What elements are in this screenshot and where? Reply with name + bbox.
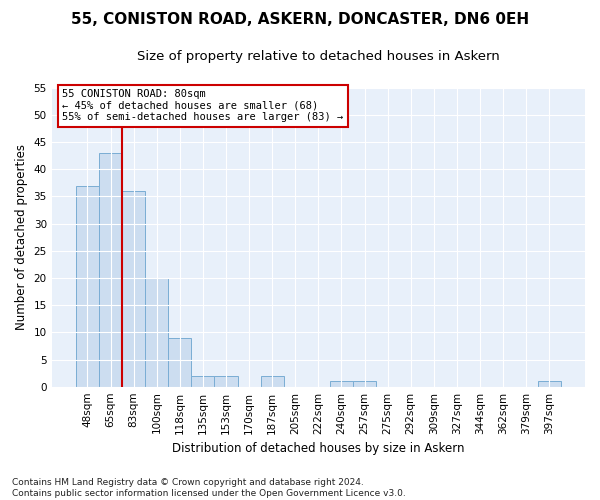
Bar xyxy=(353,381,376,386)
Bar xyxy=(214,376,238,386)
Bar xyxy=(260,376,284,386)
Bar xyxy=(99,153,122,386)
Bar xyxy=(168,338,191,386)
Bar xyxy=(538,381,561,386)
Bar xyxy=(76,186,99,386)
Title: Size of property relative to detached houses in Askern: Size of property relative to detached ho… xyxy=(137,50,500,63)
X-axis label: Distribution of detached houses by size in Askern: Distribution of detached houses by size … xyxy=(172,442,464,455)
Bar xyxy=(330,381,353,386)
Text: Contains HM Land Registry data © Crown copyright and database right 2024.
Contai: Contains HM Land Registry data © Crown c… xyxy=(12,478,406,498)
Text: 55 CONISTON ROAD: 80sqm
← 45% of detached houses are smaller (68)
55% of semi-de: 55 CONISTON ROAD: 80sqm ← 45% of detache… xyxy=(62,90,344,122)
Bar xyxy=(122,191,145,386)
Text: 55, CONISTON ROAD, ASKERN, DONCASTER, DN6 0EH: 55, CONISTON ROAD, ASKERN, DONCASTER, DN… xyxy=(71,12,529,28)
Y-axis label: Number of detached properties: Number of detached properties xyxy=(15,144,28,330)
Bar xyxy=(191,376,214,386)
Bar xyxy=(145,278,168,386)
